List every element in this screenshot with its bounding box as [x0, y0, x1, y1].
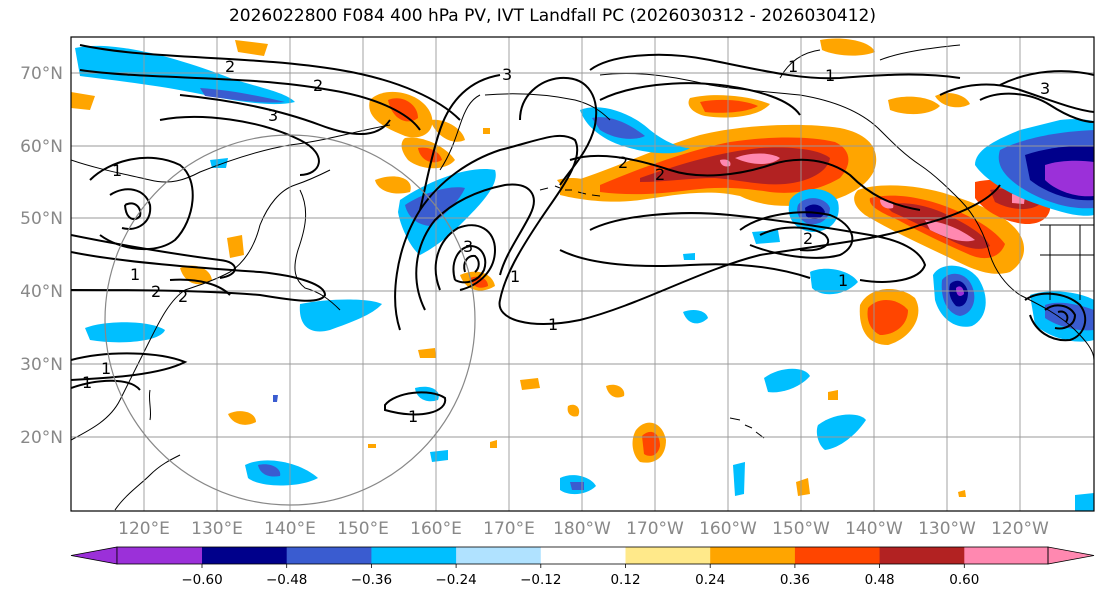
- contour-label: 2: [151, 282, 161, 301]
- longitude-labels: 120°E 130°E 140°E 150°E 160°E 170°E 180°…: [118, 519, 1049, 539]
- contour-label: 3: [268, 106, 278, 125]
- colorbar-tick-label: 0.60: [949, 572, 979, 588]
- contour-label: 1: [101, 359, 111, 378]
- lon-label: 150°E: [337, 519, 389, 539]
- lon-label: 120°E: [118, 519, 170, 539]
- colorbar-tick-label: −0.24: [435, 572, 476, 588]
- contour-label: 2: [225, 57, 235, 76]
- colorbar-tick-label: 0.48: [865, 572, 895, 588]
- lon-label: 140°W: [845, 519, 903, 539]
- colorbar-tick-label: −0.48: [266, 572, 307, 588]
- lon-label: 180°W: [553, 519, 611, 539]
- contour-label: 1: [408, 407, 418, 426]
- lon-label: 160°E: [410, 519, 462, 539]
- lat-label: 20°N: [20, 428, 63, 448]
- colorbar-segment: [117, 547, 202, 564]
- lon-label: 140°E: [264, 519, 316, 539]
- lon-label: 130°E: [191, 519, 243, 539]
- contour-label: 3: [463, 237, 473, 256]
- lat-label: 70°N: [20, 64, 63, 84]
- colorbar-segment: [456, 547, 542, 564]
- map-border: [70, 36, 1095, 512]
- contour-label: 1: [825, 66, 835, 85]
- colorbar-outline: [116, 546, 1049, 565]
- contour-label: 2: [655, 165, 665, 184]
- colorbar-ticks: −0.60 −0.48 −0.36 −0.24 −0.12 0.12 0.24 0.36 0.4…: [181, 564, 979, 588]
- colorbar-tick-label: 0.12: [610, 572, 640, 588]
- contour-label: 3: [1040, 79, 1050, 98]
- contour-label: 1: [788, 57, 798, 76]
- contour-label: 1: [510, 267, 520, 286]
- colorbar-tick-label: 0.24: [695, 572, 725, 588]
- contour-label: 3: [502, 65, 512, 84]
- lon-label: 170°E: [483, 519, 535, 539]
- lon-label: 120°W: [991, 519, 1049, 539]
- latitude-labels: 70°N 60°N 50°N 40°N 30°N 20°N: [20, 64, 63, 448]
- colorbar-segment: [286, 547, 372, 564]
- colorbar: −0.60 −0.48 −0.36 −0.24 −0.12 0.12 0.24 0.36 0.4…: [70, 546, 1095, 588]
- colorbar-extend-high: [1047, 546, 1095, 565]
- colorbar-segment: [625, 547, 711, 564]
- colorbar-tick-label: −0.36: [351, 572, 392, 588]
- colorbar-segment: [202, 547, 288, 564]
- contour-label-group: 2 2 3 1 1 2 2 3 1 1 2 2 1 1 3 1 2 1 1 1 …: [82, 57, 1050, 426]
- colorbar-segment: [540, 547, 626, 564]
- lat-label: 30°N: [20, 355, 63, 375]
- lon-label: 170°W: [626, 519, 684, 539]
- lat-label: 60°N: [20, 137, 63, 157]
- colorbar-tick-label: −0.60: [181, 572, 222, 588]
- coastlines: [71, 44, 1094, 511]
- lon-label: 150°W: [772, 519, 830, 539]
- reference-circle: [104, 134, 476, 506]
- colorbar-extend-low: [70, 546, 118, 565]
- map-area: [71, 37, 1094, 511]
- contour-label: 1: [838, 271, 848, 290]
- colorbar-tick-label: 0.36: [780, 572, 810, 588]
- contour-label: 1: [112, 161, 122, 180]
- colorbar-segments: [70, 546, 1095, 565]
- colorbar-segment: [371, 547, 457, 564]
- lat-label: 50°N: [20, 209, 63, 229]
- colorbar-segment: [879, 547, 965, 564]
- contour-label: 1: [130, 265, 140, 284]
- colorbar-segment: [964, 547, 1048, 564]
- colorbar-segment: [710, 547, 796, 564]
- colorbar-segment: [794, 547, 881, 564]
- lon-label: 130°W: [918, 519, 976, 539]
- colorbar-tick-label: −0.12: [520, 572, 561, 588]
- contour-label: 2: [618, 153, 628, 172]
- contour-label: 2: [178, 287, 188, 306]
- contour-label: 1: [82, 373, 92, 392]
- contour-label: 1: [548, 315, 558, 334]
- contour-label: 2: [803, 229, 813, 248]
- contour-label: 2: [313, 76, 323, 95]
- graticule: [71, 37, 1094, 511]
- map-title: 2026022800 F084 400 hPa PV, IVT Landfall…: [228, 6, 876, 26]
- lon-label: 160°W: [699, 519, 757, 539]
- lat-label: 40°N: [20, 282, 63, 302]
